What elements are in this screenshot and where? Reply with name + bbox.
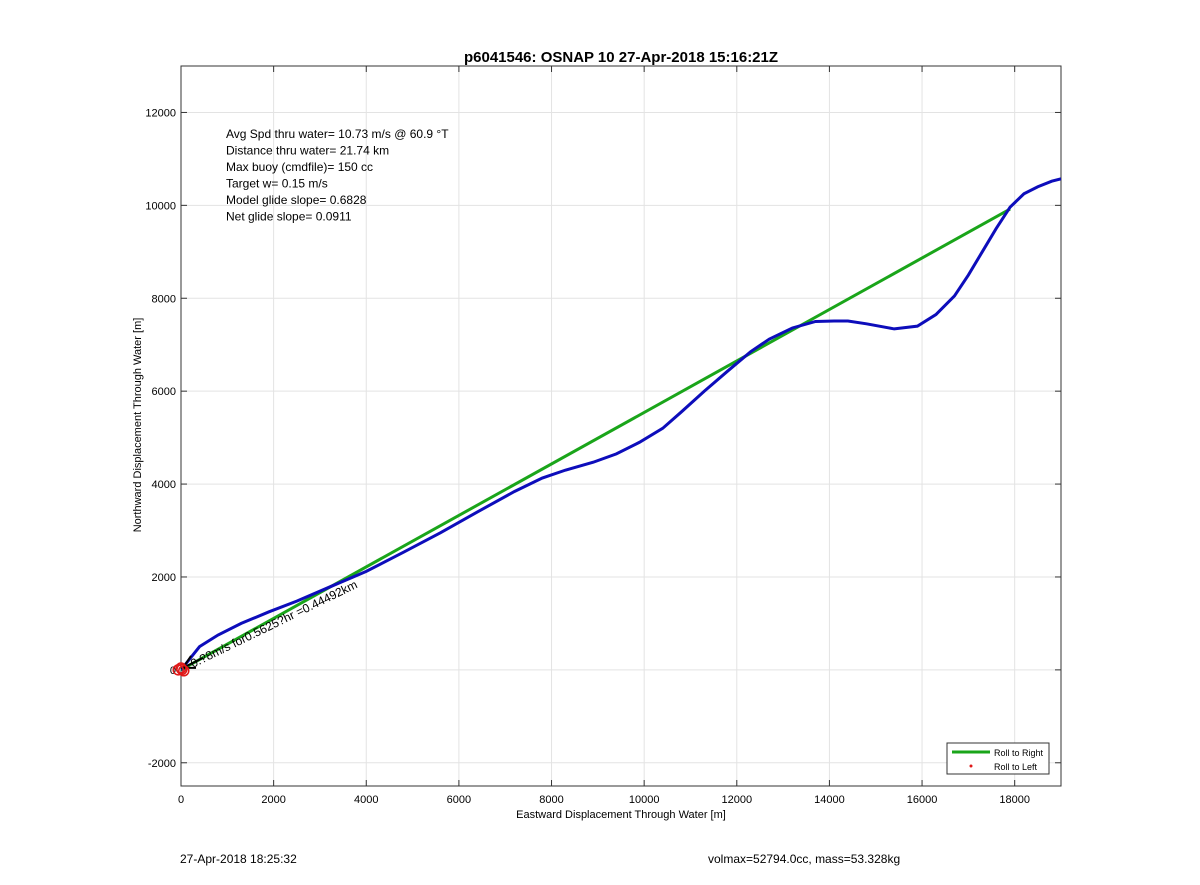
x-tick-label: 8000: [539, 794, 563, 806]
y-axis-label: Northward Displacement Through Water [m]: [132, 318, 144, 533]
x-tick-label: 16000: [907, 794, 938, 806]
y-tick-label: 12000: [145, 107, 176, 119]
x-tick-label: 4000: [354, 794, 378, 806]
annotation-line: Distance thru water= 21.74 km: [226, 144, 389, 158]
annotation-line: Target w= 0.15 m/s: [226, 177, 328, 191]
x-tick-label: 2000: [261, 794, 285, 806]
annotation-block: Avg Spd thru water= 10.73 m/s @ 60.9 °T D…: [226, 127, 449, 224]
annotation-line: Net glide slope= 0.0911: [226, 210, 352, 224]
y-tick-label: -2000: [148, 758, 176, 770]
footer-timestamp: 27-Apr-2018 18:25:32: [180, 852, 297, 866]
legend-box: [946, 742, 1050, 775]
axes-frame: [180, 65, 1062, 787]
x-tick-label: 12000: [721, 794, 752, 806]
legend: Roll to Right Roll to Left: [946, 742, 1050, 775]
legend-swatch-roll-to-left: [969, 764, 973, 768]
annotation-line: Model glide slope= 0.6828: [226, 193, 367, 207]
start-marker: [178, 665, 190, 677]
legend-label-roll-to-left: Roll to Left: [994, 762, 1038, 772]
annotation-line: Max buoy (cmdfile)= 150 cc: [226, 160, 373, 174]
legend-label-roll-to-right: Roll to Right: [994, 748, 1044, 758]
x-tick-label: 18000: [999, 794, 1030, 806]
x-tick-label: 14000: [814, 794, 845, 806]
start-marker: [172, 664, 184, 676]
series-track-line: [181, 177, 1061, 671]
x-axis-label: Eastward Displacement Through Water [m]: [516, 809, 726, 821]
x-tick-label: 6000: [447, 794, 471, 806]
axes: 0 2000 4000 6000 8000 10000 12000 14000 16000 180…: [145, 65, 1062, 806]
y-tick-label: 6000: [152, 386, 176, 398]
x-tick-label: 10000: [629, 794, 660, 806]
y-tick-label: 4000: [152, 479, 176, 491]
annotation-line: Avg Spd thru water= 10.73 m/s @ 60.9 °T: [226, 127, 449, 141]
footer-volmax-mass: volmax=52794.0cc, mass=53.328kg: [708, 852, 901, 866]
x-tick-label: 0: [178, 794, 184, 806]
y-tick-label: 8000: [152, 293, 176, 305]
y-tick-label: 2000: [152, 572, 176, 584]
y-tick-label: 10000: [145, 200, 176, 212]
chart-title: p6041546: OSNAP 10 27-Apr-2018 15:16:21Z: [464, 49, 778, 66]
start-marker: [176, 663, 188, 676]
